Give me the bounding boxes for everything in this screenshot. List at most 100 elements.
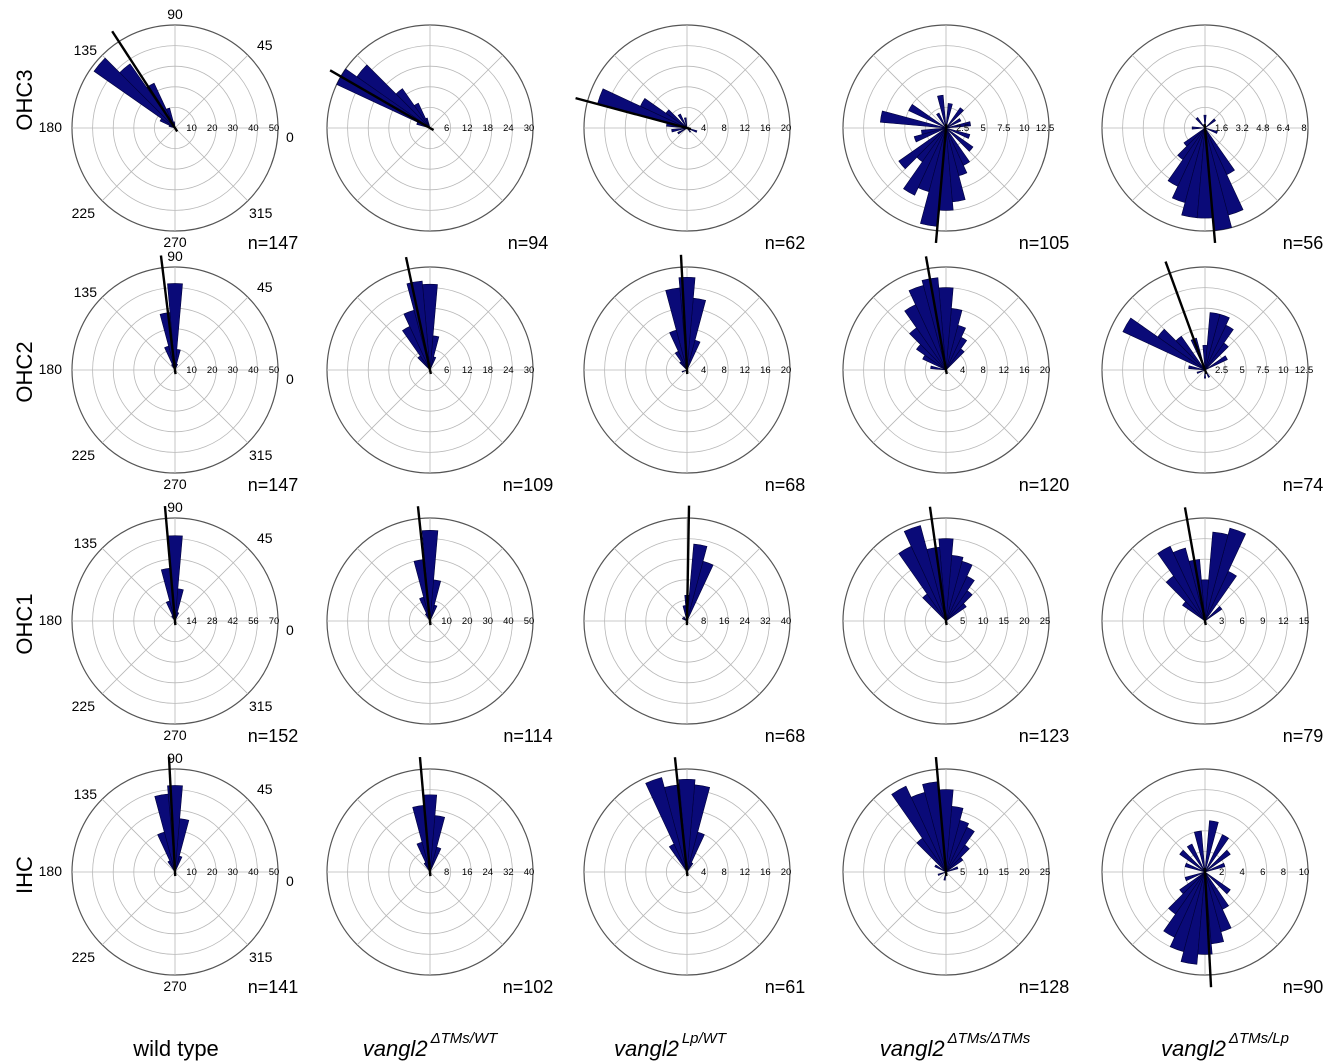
- radial-tick-label: 2: [1219, 867, 1224, 878]
- histogram-bar: [1196, 369, 1206, 374]
- histogram-bar: [1204, 871, 1230, 910]
- histogram-bar: [1204, 527, 1247, 622]
- histogram-bar: [938, 538, 954, 622]
- grid-spoke: [686, 620, 761, 695]
- grid-spoke: [945, 871, 1020, 946]
- radial-tick-label: 10: [1299, 867, 1310, 878]
- angle-label-0: 0: [286, 873, 294, 889]
- grid-spoke: [429, 798, 504, 873]
- radial-tick-label: 28: [207, 616, 218, 627]
- radial-tick-label: 25: [1040, 616, 1051, 627]
- radial-tick-label: 8: [701, 616, 706, 627]
- radial-tick-label: 50: [269, 867, 280, 878]
- angle-label-180: 180: [39, 863, 63, 879]
- mean-direction-line: [1183, 507, 1207, 626]
- histogram-bar: [922, 354, 947, 371]
- histogram-bar: [1193, 830, 1206, 873]
- radial-tick-label: 5: [960, 867, 965, 878]
- angle-label-225: 225: [72, 949, 96, 965]
- sample-size-label: n=128: [1019, 977, 1070, 997]
- polar-panel-ohc2-1: 6 12 18 24 30 n=109: [326, 256, 554, 495]
- grid-spoke: [174, 296, 249, 371]
- polar-panel-ohc3-2: 4 8 12 16 20 n=62: [575, 24, 805, 253]
- mean-direction-line: [934, 123, 948, 244]
- polar-panel-ihc-4: 2 4 6 8 10 n=90: [1101, 768, 1323, 997]
- angle-label-225: 225: [72, 698, 96, 714]
- histogram-bar: [167, 860, 176, 873]
- histogram-bar: [916, 837, 947, 873]
- histogram-bar: [903, 127, 947, 196]
- grid-spoke: [1204, 54, 1279, 129]
- radial-tick-label: 8: [722, 123, 727, 134]
- grid-spoke: [945, 620, 1020, 695]
- histogram-bar: [678, 778, 696, 873]
- grid-spoke: [429, 547, 504, 622]
- polar-panel-ohc3-1: 6 12 18 24 30 n=94: [326, 24, 548, 253]
- radial-tick-label: 2.5: [1215, 365, 1228, 376]
- radial-tick-label: 10: [1278, 365, 1289, 376]
- histogram-bar: [930, 365, 947, 371]
- radial-tick-label: 20: [781, 365, 792, 376]
- histogram-bar: [677, 127, 688, 135]
- grid-spoke: [686, 127, 761, 202]
- histogram-bar: [1157, 545, 1206, 622]
- radial-tick-label: 6: [1260, 867, 1265, 878]
- radial-tick-label: 20: [462, 616, 473, 627]
- angle-label-45: 45: [257, 530, 273, 546]
- column-label-dtms-wt: vangl2 ΔTMs/WT: [363, 1030, 499, 1061]
- histogram-bar: [1195, 117, 1206, 129]
- grid-spoke: [101, 620, 176, 695]
- radial-tick-label: 7.5: [1256, 365, 1269, 376]
- histogram-bar: [1188, 365, 1206, 371]
- radial-tick-label: 40: [248, 123, 259, 134]
- mean-direction-line: [167, 756, 177, 877]
- radial-tick-label: 8: [444, 867, 449, 878]
- radial-tick-label: 50: [269, 365, 280, 376]
- radial-tick-label: 15: [1299, 616, 1310, 627]
- grid-spoke: [686, 871, 761, 946]
- angle-label-180: 180: [39, 119, 63, 135]
- histogram-bar: [903, 525, 947, 622]
- radial-tick-label: 20: [781, 867, 792, 878]
- radial-tick-label: 4: [1240, 867, 1245, 878]
- sample-size-label: n=68: [765, 726, 806, 746]
- radial-tick-label: 12: [462, 123, 473, 134]
- histogram-bar: [1165, 575, 1206, 622]
- angle-label-0: 0: [286, 371, 294, 387]
- histogram-bar: [417, 355, 431, 371]
- angle-label-225: 225: [72, 205, 96, 221]
- radial-tick-label: 10: [978, 616, 989, 627]
- grid-spoke: [1131, 54, 1206, 129]
- radial-tick-label: 5: [960, 616, 965, 627]
- radial-tick-label: 10: [186, 867, 197, 878]
- radial-tick-label: 30: [483, 616, 494, 627]
- sample-size-label: n=109: [503, 475, 554, 495]
- radial-tick-label: 24: [483, 867, 494, 878]
- grid-spoke: [356, 620, 431, 695]
- radial-tick-label: 30: [228, 123, 239, 134]
- radial-tick-label: 32: [503, 867, 514, 878]
- grid-spoke: [356, 547, 431, 622]
- histogram-bar: [1204, 834, 1230, 873]
- sample-size-label: n=68: [765, 475, 806, 495]
- grid-spoke: [174, 369, 249, 444]
- grid-spoke: [174, 798, 249, 873]
- radial-tick-label: 50: [524, 616, 535, 627]
- histogram-bar: [1204, 355, 1228, 371]
- angle-label-270: 270: [163, 234, 187, 250]
- row-label-ohc3: OHC3: [12, 69, 37, 130]
- angle-label-135: 135: [74, 786, 98, 802]
- histogram-bar: [403, 309, 431, 371]
- histogram-bar: [1180, 871, 1206, 965]
- grid-spoke: [872, 54, 947, 129]
- histogram-bar: [909, 327, 947, 371]
- row-label-ihc: IHC: [12, 856, 37, 894]
- grid-spoke: [356, 798, 431, 873]
- sample-size-label: n=147: [248, 475, 299, 495]
- radial-tick-label: 12: [740, 123, 751, 134]
- sample-size-label: n=74: [1283, 475, 1324, 495]
- histogram-bar: [913, 127, 947, 143]
- grid-spoke: [429, 871, 504, 946]
- radial-tick-label: 20: [207, 867, 218, 878]
- grid-spoke: [356, 127, 431, 202]
